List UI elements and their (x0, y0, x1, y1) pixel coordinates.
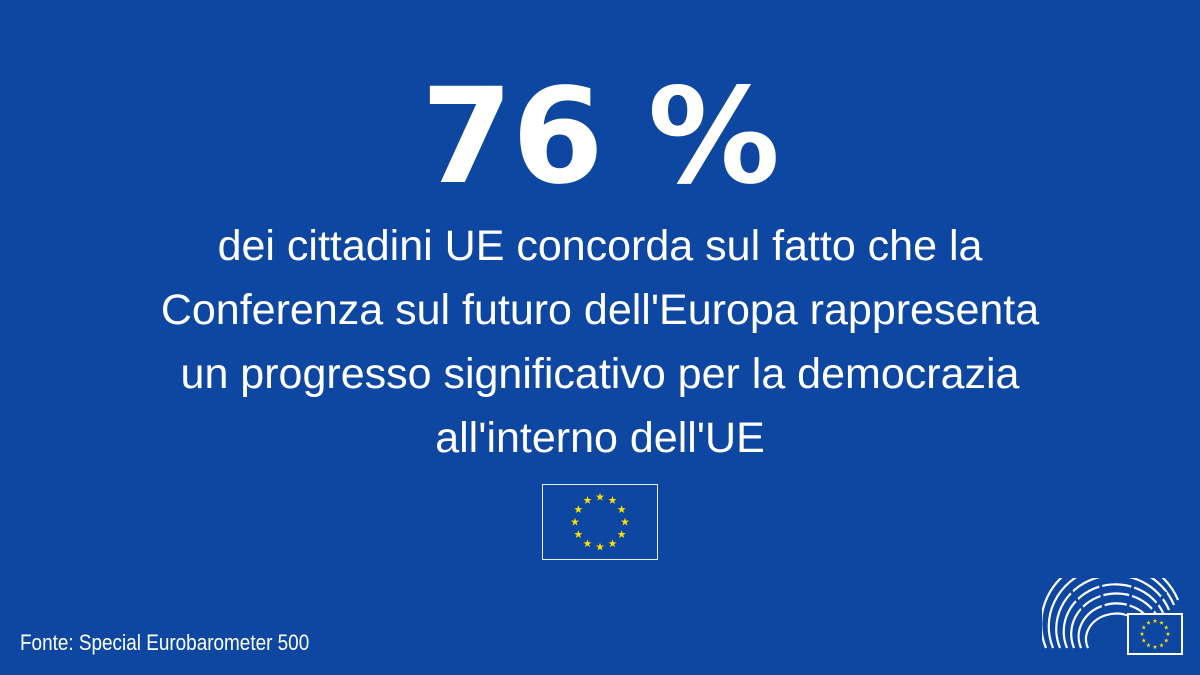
statement-line: dei cittadini UE concorda sul fatto che … (60, 214, 1140, 278)
european-parliament-logo-icon (1042, 578, 1184, 658)
statement-line: Conferenza sul futuro dell'Europa rappre… (60, 278, 1140, 342)
eu-flag-icon (542, 484, 658, 560)
statement-text: dei cittadini UE concorda sul fatto che … (60, 214, 1140, 470)
eu-flag-graphic (543, 485, 657, 559)
headline-percentage: 76 % (0, 62, 1200, 212)
parliament-hemicycle-graphic (1042, 578, 1184, 658)
source-caption: Fonte: Special Eurobarometer 500 (20, 628, 309, 658)
statement-line: un progresso significativo per la democr… (60, 342, 1140, 406)
statement-line: all'interno dell'UE (60, 406, 1140, 470)
